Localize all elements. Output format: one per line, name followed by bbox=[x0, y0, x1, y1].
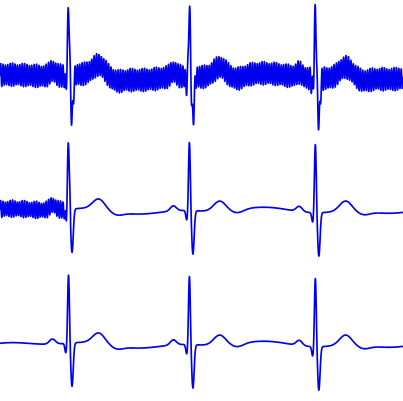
ecg-panel-1 bbox=[0, 3, 403, 131]
ecg-trace-3 bbox=[0, 274, 403, 391]
ecg-trace-2 bbox=[0, 141, 403, 257]
ecg-trace-1 bbox=[0, 3, 403, 131]
ecg-panel-3 bbox=[0, 274, 403, 391]
ecg-panel-2 bbox=[0, 141, 403, 257]
